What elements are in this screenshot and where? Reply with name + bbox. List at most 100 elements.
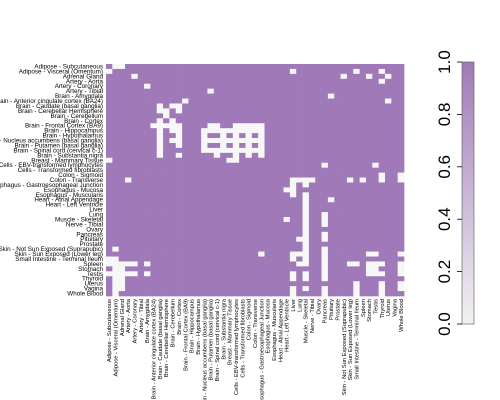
heatmap-cell — [270, 187, 278, 193]
heatmap-cell — [175, 152, 183, 159]
heatmap-cell — [213, 78, 221, 85]
heatmap-cell — [308, 221, 316, 228]
heatmap-cell — [207, 212, 215, 218]
heatmap-cell — [112, 78, 120, 85]
heatmap-cell — [251, 138, 259, 144]
heatmap-cell — [315, 177, 322, 183]
heatmap-cell — [150, 256, 158, 262]
heatmap-cell — [277, 202, 284, 208]
heatmap-cell — [106, 286, 113, 292]
heatmap-cell — [321, 276, 329, 282]
heatmap-cell — [359, 103, 367, 109]
heatmap-cell — [220, 118, 227, 124]
heatmap-cell — [334, 78, 341, 85]
heatmap-cell — [315, 113, 322, 119]
heatmap-cell — [289, 93, 297, 99]
heatmap-cell — [201, 266, 208, 272]
heatmap-cell — [169, 64, 177, 70]
heatmap-cell — [169, 276, 177, 282]
heatmap-cell — [264, 98, 272, 104]
heatmap-cell — [239, 266, 246, 272]
heatmap-cell — [334, 197, 341, 203]
heatmap-cell — [131, 133, 139, 139]
heatmap-cell — [239, 108, 246, 114]
heatmap-cell — [251, 202, 259, 208]
heatmap-cell — [220, 113, 227, 119]
heatmap-cell — [112, 226, 120, 233]
heatmap-cell — [308, 73, 316, 80]
heatmap-cell — [315, 162, 322, 169]
heatmap-cell — [283, 217, 291, 223]
heatmap-cell — [194, 157, 202, 164]
heatmap-cell — [232, 98, 240, 104]
heatmap-cell — [353, 231, 360, 238]
heatmap-cell — [106, 207, 113, 213]
heatmap-cell — [315, 93, 322, 99]
heatmap-cell — [353, 157, 360, 164]
heatmap-cell — [220, 93, 227, 99]
heatmap-cell — [391, 118, 399, 124]
heatmap-cell — [258, 241, 265, 247]
heatmap-cell — [277, 212, 284, 218]
heatmap-cell — [163, 78, 170, 85]
heatmap-cell — [270, 251, 278, 257]
heatmap-cell — [226, 138, 234, 144]
heatmap-cell — [397, 217, 405, 223]
heatmap-cell — [353, 138, 360, 144]
heatmap-cell — [391, 152, 399, 159]
heatmap-cell — [118, 202, 126, 208]
heatmap-cell — [308, 236, 316, 243]
heatmap-cell — [270, 118, 278, 124]
heatmap-cell — [258, 93, 265, 99]
heatmap-cell — [296, 236, 303, 243]
heatmap-cell — [346, 221, 354, 228]
heatmap-cell — [150, 266, 158, 272]
heatmap-cell — [137, 162, 145, 169]
heatmap-cell — [353, 221, 360, 228]
heatmap-cell — [365, 98, 373, 104]
heatmap-cell — [163, 142, 170, 149]
heatmap-cell — [175, 231, 183, 238]
heatmap-cell — [258, 291, 265, 297]
heatmap-cell — [239, 147, 246, 154]
heatmap-cell — [391, 64, 399, 70]
heatmap-cell — [327, 64, 335, 70]
heatmap-cell — [201, 73, 208, 80]
heatmap-cell — [264, 246, 272, 252]
heatmap-cell — [137, 246, 145, 252]
heatmap-cell — [239, 68, 246, 75]
heatmap-cell — [239, 281, 246, 287]
x-tick-label: Brain - Amygdala — [145, 298, 151, 343]
heatmap-cell — [213, 236, 221, 243]
heatmap-cell — [296, 142, 303, 149]
heatmap-cell — [283, 93, 291, 99]
heatmap-cell — [283, 251, 291, 257]
heatmap-cell — [239, 256, 246, 262]
heatmap-cell — [125, 202, 132, 208]
heatmap-cell — [264, 93, 272, 99]
heatmap-cell — [245, 217, 253, 223]
heatmap-cell — [378, 123, 386, 129]
heatmap-cell — [232, 133, 240, 139]
heatmap-cell — [118, 108, 126, 114]
heatmap-cell — [315, 187, 322, 193]
heatmap-cell — [346, 226, 354, 233]
heatmap-cell — [150, 128, 158, 134]
heatmap-cell — [378, 212, 386, 218]
heatmap-cell — [207, 152, 215, 159]
heatmap-cell — [182, 251, 189, 257]
heatmap-cell — [283, 246, 291, 252]
heatmap-cell — [118, 172, 126, 178]
colorbar-tick-label: 0.0 — [435, 312, 454, 336]
heatmap-cell — [220, 192, 227, 198]
heatmap-cell — [270, 286, 278, 292]
heatmap-cell — [169, 256, 177, 262]
heatmap-cell — [277, 167, 284, 173]
heatmap-cell — [340, 221, 348, 228]
x-tick-label: Cells - EBV-transformed lymphocytes — [234, 299, 240, 395]
heatmap-cell — [346, 142, 354, 149]
heatmap-cell — [106, 291, 113, 297]
heatmap-cell — [372, 83, 379, 90]
heatmap-cell — [289, 221, 297, 228]
